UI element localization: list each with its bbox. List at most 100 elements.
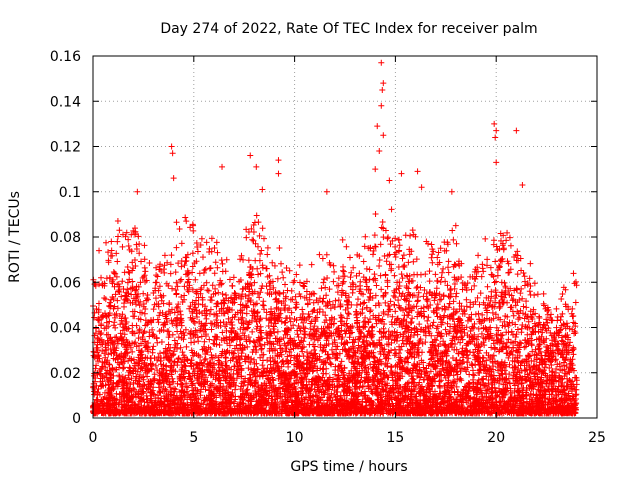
data-point	[527, 261, 533, 267]
data-point	[214, 239, 220, 245]
data-points	[90, 60, 580, 417]
data-point	[260, 225, 266, 231]
data-point	[159, 339, 165, 345]
data-point	[432, 271, 438, 277]
data-point	[295, 331, 301, 337]
data-point	[166, 301, 172, 307]
data-point	[209, 235, 215, 241]
data-point	[173, 245, 179, 251]
data-point	[431, 319, 437, 325]
data-point	[153, 280, 159, 286]
data-point	[392, 347, 398, 353]
data-point	[508, 243, 514, 249]
data-point	[410, 259, 416, 265]
data-point	[350, 290, 356, 296]
data-point	[414, 298, 420, 304]
data-point	[372, 232, 378, 238]
data-point	[479, 274, 485, 280]
data-point	[243, 235, 249, 241]
data-point	[555, 314, 561, 320]
data-point	[478, 367, 484, 373]
data-point	[497, 305, 503, 311]
data-point	[480, 268, 486, 274]
data-point	[202, 357, 208, 363]
data-point	[206, 288, 212, 294]
data-point	[396, 248, 402, 254]
data-point	[384, 258, 390, 264]
data-point	[370, 323, 376, 329]
data-point	[485, 284, 491, 290]
data-point	[573, 279, 579, 285]
data-point	[173, 269, 179, 275]
data-point	[471, 283, 477, 289]
data-point	[223, 268, 229, 274]
data-point	[276, 245, 282, 251]
data-point	[153, 272, 159, 278]
data-point	[340, 268, 346, 274]
data-point	[249, 237, 255, 243]
data-point	[553, 306, 559, 312]
data-point	[479, 331, 485, 337]
data-point	[120, 366, 126, 372]
data-point	[421, 313, 427, 319]
data-point	[495, 273, 501, 279]
data-point	[389, 206, 395, 212]
data-point	[103, 240, 109, 246]
data-point	[280, 275, 286, 281]
data-point	[324, 252, 330, 258]
data-point	[150, 350, 156, 356]
data-point	[142, 268, 148, 274]
data-point	[439, 270, 445, 276]
data-point	[207, 265, 213, 271]
data-point	[438, 279, 444, 285]
data-point	[112, 325, 118, 331]
data-point	[425, 314, 431, 320]
data-point	[347, 254, 353, 260]
data-point	[133, 242, 139, 248]
data-point	[212, 270, 218, 276]
data-point	[331, 269, 337, 275]
data-point	[360, 300, 366, 306]
data-point	[132, 339, 138, 345]
data-point	[523, 304, 529, 310]
data-point	[146, 260, 152, 266]
data-point	[484, 256, 490, 262]
data-point	[400, 256, 406, 262]
data-point	[407, 233, 413, 239]
data-point	[140, 291, 146, 297]
data-point	[415, 297, 421, 303]
data-point	[275, 276, 281, 282]
data-point	[318, 285, 324, 291]
data-point	[517, 290, 523, 296]
data-point	[445, 321, 451, 327]
data-point	[119, 278, 125, 284]
data-point	[503, 237, 509, 243]
data-point	[401, 252, 407, 258]
data-point	[379, 225, 385, 231]
data-point	[378, 286, 384, 292]
data-point	[340, 237, 346, 243]
data-point	[278, 261, 284, 267]
data-point	[101, 295, 107, 301]
data-point	[532, 280, 538, 286]
data-point	[200, 254, 206, 260]
data-point	[429, 242, 435, 248]
data-point	[125, 237, 131, 243]
data-point	[277, 290, 283, 296]
data-point	[320, 255, 326, 261]
data-point	[343, 244, 349, 250]
data-point	[373, 282, 379, 288]
data-point	[570, 313, 576, 319]
data-point	[214, 250, 220, 256]
data-point	[558, 296, 564, 302]
data-point	[299, 306, 305, 312]
data-point	[573, 299, 579, 305]
data-point	[178, 277, 184, 283]
data-point	[208, 307, 214, 313]
data-point	[275, 329, 281, 335]
data-point	[213, 259, 219, 265]
data-point	[182, 215, 188, 221]
data-point	[397, 347, 403, 353]
data-point	[282, 282, 288, 288]
